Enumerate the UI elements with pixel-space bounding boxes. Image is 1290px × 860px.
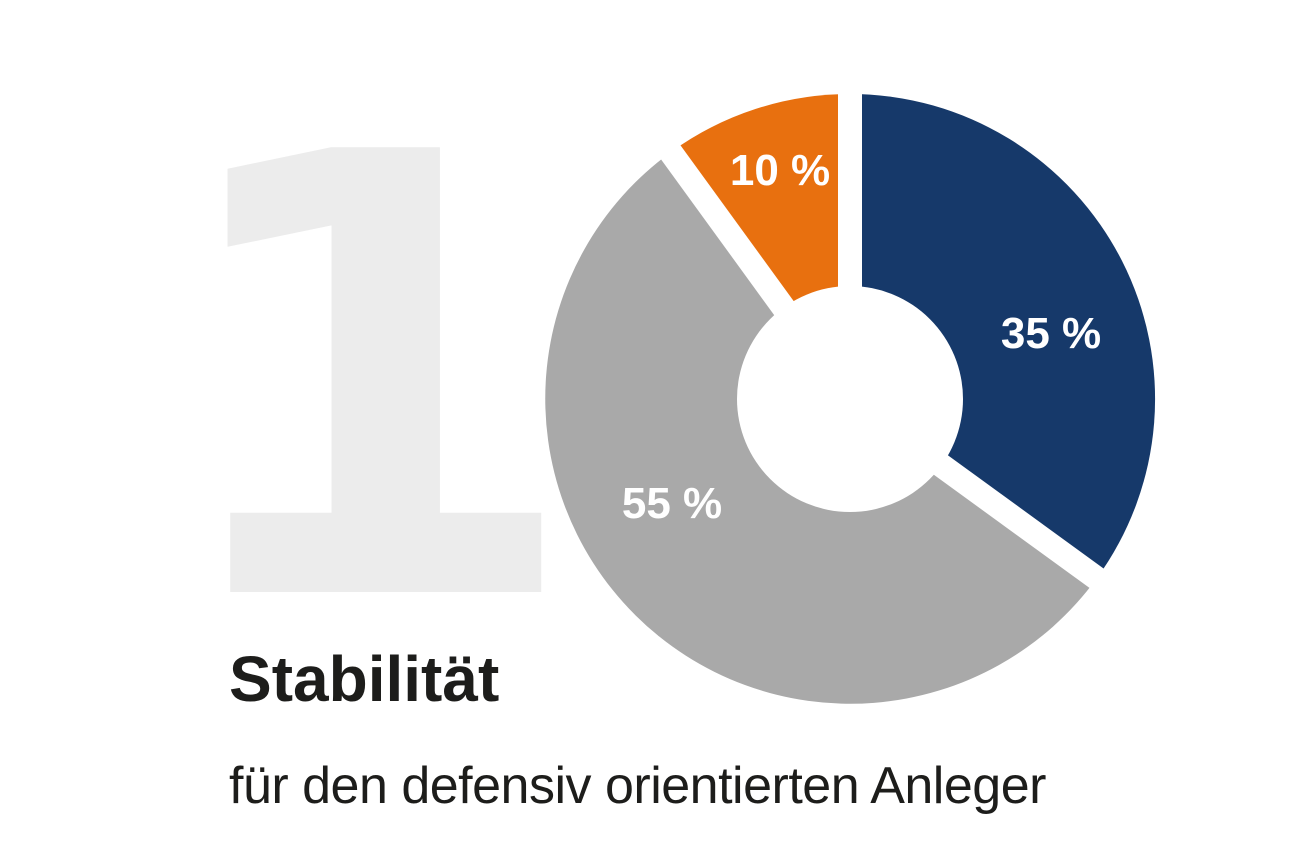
donut-segment-35pct (850, 93, 1156, 579)
page-subtitle: für den defensiv orientierten Anleger (229, 757, 1046, 815)
donut-hole (737, 286, 963, 512)
watermark-digit-one: 1 (159, 26, 583, 736)
segment-label-55pct: 55 % (622, 479, 722, 528)
donut-chart: 35 % 55 % 10 % (545, 76, 1156, 704)
page-title: Stabilität (229, 643, 500, 715)
segment-label-10pct: 10 % (730, 146, 830, 195)
segment-label-35pct: 35 % (1001, 309, 1101, 358)
